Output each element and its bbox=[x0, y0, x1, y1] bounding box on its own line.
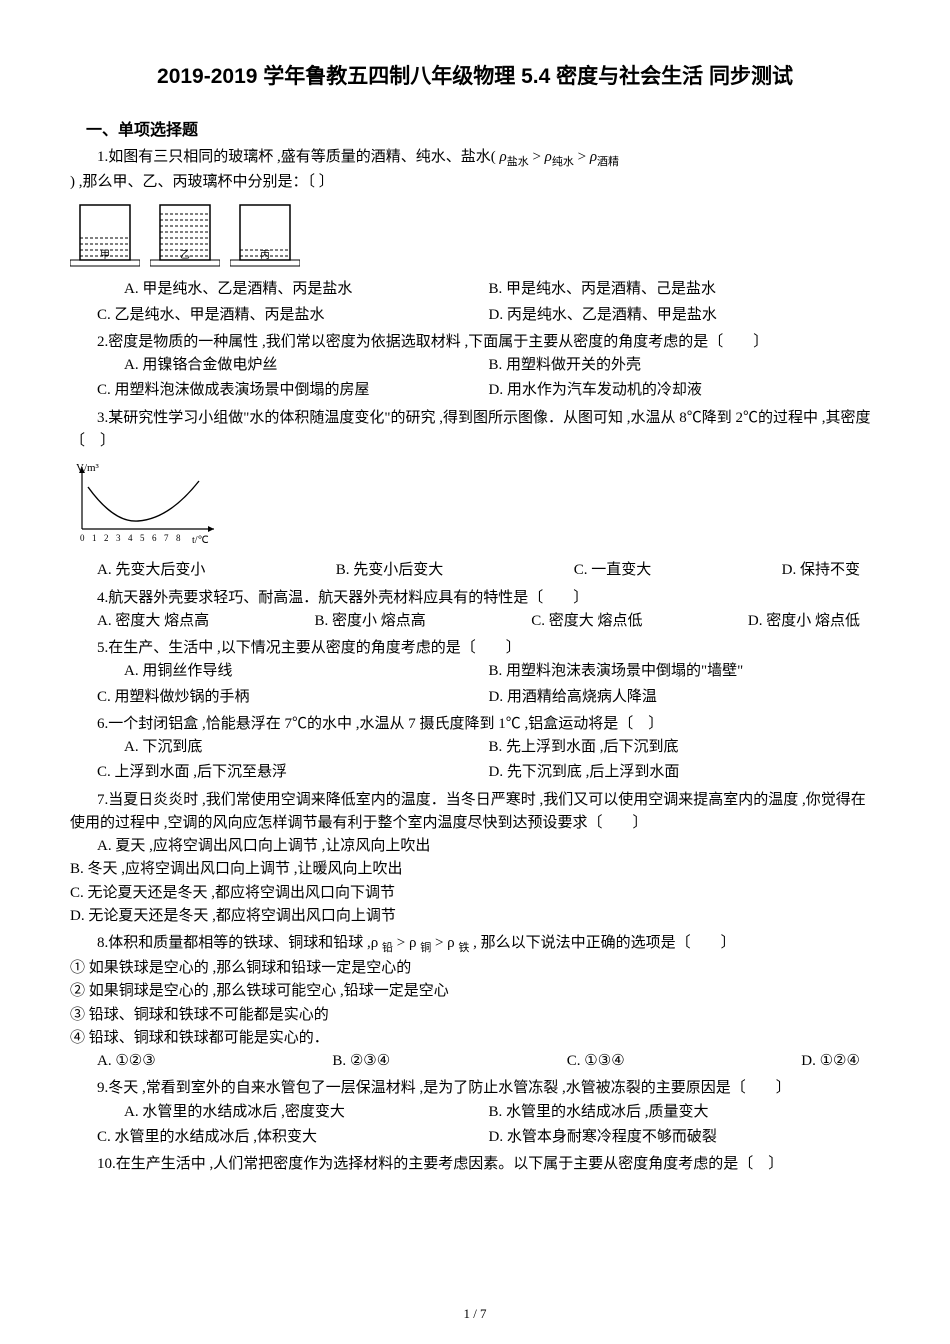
q5-option-a: A. 用铜丝作导线 bbox=[124, 660, 489, 683]
q1-option-a: A. 甲是纯水、乙是酒精、丙是盐水 bbox=[124, 278, 489, 301]
question-3: 3.某研究性学习小组做"水的体积随温度变化"的研究 ,得到图所示图像．从图可知 … bbox=[70, 407, 880, 583]
q3-figure: V/m³ 0 1 2 3 4 5 6 7 bbox=[74, 459, 880, 555]
q3-option-c: C. 一直变大 bbox=[574, 559, 652, 582]
q8-options: A. ①②③ B. ②③④ C. ①③④ D. ①②④ bbox=[97, 1050, 860, 1073]
q8-option-a: A. ①②③ bbox=[97, 1050, 156, 1073]
q6-options: A. 下沉到底 B. 先上浮到水面 ,后下沉到底 C. 上浮到水面 ,后下沉至悬… bbox=[97, 736, 880, 785]
svg-text:3: 3 bbox=[116, 533, 121, 543]
page-title: 2019-2019 学年鲁教五四制八年级物理 5.4 密度与社会生活 同步测试 bbox=[70, 60, 880, 90]
q8-stem: 8.体积和质量都相等的铁球、铜球和铅球 ,ρ 铅 > ρ 铜 > ρ 铁 , 那… bbox=[70, 932, 880, 957]
q6-option-d: D. 先下沉到底 ,后上浮到水面 bbox=[489, 761, 881, 784]
q6-option-c: C. 上浮到水面 ,后下沉至悬浮 bbox=[97, 761, 489, 784]
q4-options: A. 密度大 熔点高 B. 密度小 熔点高 C. 密度大 熔点低 D. 密度小 … bbox=[97, 610, 860, 633]
q3-option-a: A. 先变大后变小 bbox=[97, 559, 205, 582]
q4-stem: 4.航天器外壳要求轻巧、耐高温．航天器外壳材料应具有的特性是〔 〕 bbox=[70, 587, 880, 610]
q9-option-a: A. 水管里的水结成冰后 ,密度变大 bbox=[124, 1101, 489, 1124]
q8-line-2: ② 如果铜球是空心的 ,那么铁球可能空心 ,铅球一定是空心 bbox=[70, 980, 880, 1003]
beaker-a: 甲 bbox=[70, 200, 140, 272]
q7-option-b: B. 冬天 ,应将空调出风口向上调节 ,让暖风向上吹出 bbox=[70, 858, 880, 881]
q5-option-d: D. 用酒精给高烧病人降温 bbox=[489, 686, 881, 709]
question-6: 6.一个封闭铝盒 ,恰能悬浮在 7℃的水中 ,水温从 7 摄氏度降到 1℃ ,铝… bbox=[70, 713, 880, 785]
q3-options: A. 先变大后变小 B. 先变小后变大 C. 一直变大 D. 保持不变 bbox=[97, 559, 860, 582]
svg-text:8: 8 bbox=[176, 533, 181, 543]
section-heading: 一、单项选择题 bbox=[70, 116, 880, 140]
q1-stem: 1.如图有三只相同的玻璃杯 ,盛有等质量的酒精、纯水、盐水( ρ盐水 > ρ纯水… bbox=[70, 146, 880, 194]
question-4: 4.航天器外壳要求轻巧、耐高温．航天器外壳材料应具有的特性是〔 〕 A. 密度大… bbox=[70, 587, 880, 634]
page-number: 1 / 7 bbox=[0, 1306, 950, 1322]
svg-text:1: 1 bbox=[92, 533, 97, 543]
q1-figure: 甲 乙 bbox=[70, 200, 880, 272]
q6-option-a: A. 下沉到底 bbox=[124, 736, 489, 759]
q3-option-d: D. 保持不变 bbox=[782, 559, 860, 582]
q7-option-c: C. 无论夏天还是冬天 ,都应将空调出风口向下调节 bbox=[70, 882, 880, 905]
q8-option-b: B. ②③④ bbox=[332, 1050, 390, 1073]
q1-option-b: B. 甲是纯水、丙是酒精、己是盐水 bbox=[489, 278, 881, 301]
q5-option-c: C. 用塑料做炒锅的手柄 bbox=[97, 686, 489, 709]
q8-line-3: ③ 铅球、铜球和铁球不可能都是实心的 bbox=[70, 1004, 880, 1027]
q2-stem: 2.密度是物质的一种属性 ,我们常以密度为依据选取材料 ,下面属于主要从密度的角… bbox=[70, 331, 880, 354]
q1-option-d: D. 丙是纯水、乙是酒精、甲是盐水 bbox=[489, 304, 881, 327]
q9-option-d: D. 水管本身耐寒冷程度不够而破裂 bbox=[489, 1126, 881, 1149]
q10-stem: 10.在生产生活中 ,人们常把密度作为选择材料的主要考虑因素。以下属于主要从密度… bbox=[70, 1153, 880, 1176]
q6-option-b: B. 先上浮到水面 ,后下沉到底 bbox=[489, 736, 881, 759]
q7-option-d: D. 无论夏天还是冬天 ,都应将空调出风口向上调节 bbox=[70, 905, 880, 928]
question-8: 8.体积和质量都相等的铁球、铜球和铅球 ,ρ 铅 > ρ 铜 > ρ 铁 , 那… bbox=[70, 932, 880, 1073]
q2-option-d: D. 用水作为汽车发动机的冷却液 bbox=[489, 379, 881, 402]
q4-option-b: B. 密度小 熔点高 bbox=[315, 610, 426, 633]
question-9: 9.冬天 ,常看到室外的自来水管包了一层保温材料 ,是为了防止水管冻裂 ,水管被… bbox=[70, 1077, 880, 1149]
q3-option-b: B. 先变小后变大 bbox=[336, 559, 444, 582]
beaker-b: 乙 bbox=[150, 200, 220, 272]
question-1: 1.如图有三只相同的玻璃杯 ,盛有等质量的酒精、纯水、盐水( ρ盐水 > ρ纯水… bbox=[70, 146, 880, 327]
svg-text:6: 6 bbox=[152, 533, 157, 543]
q8-line-1: ① 如果铁球是空心的 ,那么铜球和铅球一定是空心的 bbox=[70, 957, 880, 980]
q5-options: A. 用铜丝作导线 B. 用塑料泡沫表演场景中倒塌的"墙壁" C. 用塑料做炒锅… bbox=[97, 660, 880, 709]
q4-option-d: D. 密度小 熔点低 bbox=[748, 610, 860, 633]
svg-text:7: 7 bbox=[164, 533, 169, 543]
q4-option-a: A. 密度大 熔点高 bbox=[97, 610, 209, 633]
beaker-b-label: 乙 bbox=[180, 249, 190, 261]
question-5: 5.在生产、生活中 ,以下情况主要从密度的角度考虑的是〔 〕 A. 用铜丝作导线… bbox=[70, 637, 880, 709]
q9-option-c: C. 水管里的水结成冰后 ,体积变大 bbox=[97, 1126, 489, 1149]
question-7: 7.当夏日炎炎时 ,我们常使用空调来降低室内的温度．当冬日严寒时 ,我们又可以使… bbox=[70, 789, 880, 929]
q7-stem: 7.当夏日炎炎时 ,我们常使用空调来降低室内的温度．当冬日严寒时 ,我们又可以使… bbox=[70, 789, 880, 836]
q8-line-4: ④ 铅球、铜球和铁球都可能是实心的． bbox=[70, 1027, 880, 1050]
question-10: 10.在生产生活中 ,人们常把密度作为选择材料的主要考虑因素。以下属于主要从密度… bbox=[70, 1153, 880, 1176]
svg-text:4: 4 bbox=[128, 533, 133, 543]
beaker-c: 丙 bbox=[230, 200, 300, 272]
q9-option-b: B. 水管里的水结成冰后 ,质量变大 bbox=[489, 1101, 881, 1124]
q8-option-d: D. ①②④ bbox=[801, 1050, 860, 1073]
q9-stem: 9.冬天 ,常看到室外的自来水管包了一层保温材料 ,是为了防止水管冻裂 ,水管被… bbox=[70, 1077, 880, 1100]
q7-option-a: A. 夏天 ,应将空调出风口向上调节 ,让凉风向上吹出 bbox=[97, 835, 880, 858]
q8-option-c: C. ①③④ bbox=[567, 1050, 625, 1073]
q5-stem: 5.在生产、生活中 ,以下情况主要从密度的角度考虑的是〔 〕 bbox=[70, 637, 880, 660]
q2-options: A. 用镍铬合金做电炉丝 B. 用塑料做开关的外壳 C. 用塑料泡沫做成表演场景… bbox=[97, 354, 880, 403]
q1-options: A. 甲是纯水、乙是酒精、丙是盐水 B. 甲是纯水、丙是酒精、己是盐水 C. 乙… bbox=[97, 278, 880, 327]
svg-text:2: 2 bbox=[104, 533, 109, 543]
beaker-a-label: 甲 bbox=[100, 250, 110, 261]
q2-option-c: C. 用塑料泡沫做成表演场景中倒塌的房屋 bbox=[97, 379, 489, 402]
question-2: 2.密度是物质的一种属性 ,我们常以密度为依据选取材料 ,下面属于主要从密度的角… bbox=[70, 331, 880, 403]
page: 2019-2019 学年鲁教五四制八年级物理 5.4 密度与社会生活 同步测试 … bbox=[0, 0, 950, 1344]
q2-option-a: A. 用镍铬合金做电炉丝 bbox=[124, 354, 489, 377]
q4-option-c: C. 密度大 熔点低 bbox=[531, 610, 642, 633]
q9-options: A. 水管里的水结成冰后 ,密度变大 B. 水管里的水结成冰后 ,质量变大 C.… bbox=[97, 1101, 880, 1150]
q6-stem: 6.一个封闭铝盒 ,恰能悬浮在 7℃的水中 ,水温从 7 摄氏度降到 1℃ ,铝… bbox=[70, 713, 880, 736]
beaker-c-label: 丙 bbox=[260, 250, 270, 261]
q5-option-b: B. 用塑料泡沫表演场景中倒塌的"墙壁" bbox=[489, 660, 881, 683]
svg-text:5: 5 bbox=[140, 533, 145, 543]
q1-option-c: C. 乙是纯水、甲是酒精、丙是盐水 bbox=[97, 304, 489, 327]
q2-option-b: B. 用塑料做开关的外壳 bbox=[489, 354, 881, 377]
svg-text:0: 0 bbox=[80, 533, 85, 543]
q3-x-axis-label: t/℃ bbox=[192, 535, 209, 546]
q3-stem: 3.某研究性学习小组做"水的体积随温度变化"的研究 ,得到图所示图像．从图可知 … bbox=[70, 407, 880, 454]
